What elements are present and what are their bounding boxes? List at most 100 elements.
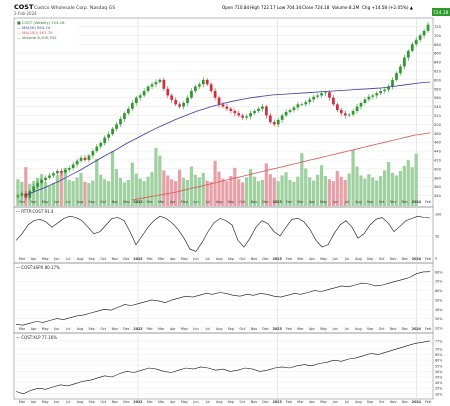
x-axis-tick-label: May xyxy=(320,257,327,261)
x-axis-tick-label: Aug xyxy=(355,327,361,331)
x-axis-tick-label: Dec xyxy=(123,400,130,404)
candle-body xyxy=(264,106,268,116)
volume-bar xyxy=(229,176,233,206)
candle-body xyxy=(371,95,375,97)
x-axis-tick-label: Sep xyxy=(88,327,94,331)
rttp-line xyxy=(15,215,431,252)
x-axis-tick-label: Dec xyxy=(262,257,269,261)
spx-y-tick-label: 60% xyxy=(435,289,442,293)
volume-bar xyxy=(367,174,371,206)
x-axis-tick-label: Mar xyxy=(297,200,304,204)
candle-body xyxy=(201,79,205,85)
x-axis-tick-label: Aug xyxy=(216,200,222,204)
volume-bar xyxy=(414,153,418,206)
candle-body xyxy=(59,171,63,173)
x-axis-ticks: Mar Apr May Jun Jul Aug Sep Oct Nov Dec 2022 Feb Mar… xyxy=(19,200,431,404)
x-axis-tick-label: Oct xyxy=(100,400,106,404)
candlesticks xyxy=(16,22,430,201)
volume-bar xyxy=(359,175,363,206)
x-axis-tick-label: Mar xyxy=(158,400,165,404)
x-axis-tick-label: Nov xyxy=(390,257,396,261)
spx-y-tick-label: 70% xyxy=(435,280,442,284)
candle-body xyxy=(296,104,300,108)
xlp-y-tick-label: 60% xyxy=(435,359,442,363)
x-axis-tick-label: 2023 xyxy=(273,200,283,204)
x-axis-tick-label: Jul xyxy=(344,257,349,261)
volume-bar xyxy=(382,170,387,206)
volume-bar xyxy=(99,174,103,206)
volume-bar xyxy=(276,181,280,206)
candle-body xyxy=(166,88,170,96)
x-axis-tick-label: Apr xyxy=(31,200,37,204)
x-axis-tick-label: Oct xyxy=(240,200,246,204)
x-axis-tick-label: Aug xyxy=(216,257,222,261)
x-axis-tick-label: Apr xyxy=(309,200,315,204)
candle-body xyxy=(63,169,67,173)
x-axis-tick-label: Dec xyxy=(262,400,269,404)
volume-bar xyxy=(339,176,343,206)
volume-bar xyxy=(47,185,52,206)
volume-bar xyxy=(138,178,142,206)
candle-body xyxy=(328,92,331,98)
candle-body xyxy=(20,193,24,196)
xlp-y-tick-label: 45% xyxy=(435,375,442,379)
candle-body xyxy=(276,119,280,125)
x-axis-tick-label: May xyxy=(320,327,327,331)
volume-bar xyxy=(189,166,194,206)
volume-bar xyxy=(280,175,284,206)
candle-body xyxy=(115,124,118,129)
candle-body xyxy=(332,97,335,105)
x-axis-tick-label: Jul xyxy=(65,327,70,331)
candle-body xyxy=(367,96,371,100)
x-axis-tick-label: Apr xyxy=(170,200,176,204)
stat-high: High 722.17 xyxy=(250,5,276,10)
volume-bar xyxy=(110,151,115,206)
volume-bar xyxy=(347,173,351,206)
volume-bar xyxy=(402,165,406,206)
candle-body xyxy=(245,116,249,118)
candle-body xyxy=(138,95,142,98)
x-axis-tick-label: Mar xyxy=(19,200,26,204)
price-y-tick-label: 700 xyxy=(434,34,442,38)
volume-bar xyxy=(410,167,414,206)
price-y-tick-label: 380 xyxy=(434,176,442,180)
x-axis-tick-label: 2022 xyxy=(133,257,142,261)
x-axis-tick-label: Nov xyxy=(251,327,257,331)
x-axis-tick-label: Apr xyxy=(309,400,315,404)
candle-body xyxy=(32,186,36,192)
candle-body xyxy=(351,111,355,115)
price-y-tick-label: 620 xyxy=(434,69,442,73)
volume-bar xyxy=(300,153,304,206)
x-axis-tick-label: Mar xyxy=(19,400,26,404)
x-axis-tick-label: Jul xyxy=(205,200,210,204)
x-axis-tick-label: 2022 xyxy=(133,200,142,204)
candle-body xyxy=(257,108,260,111)
candle-body xyxy=(52,173,55,176)
x-axis-tick-label: Apr xyxy=(31,257,37,261)
price-y-tick-label: 420 xyxy=(434,158,442,162)
candle-body xyxy=(418,35,422,40)
candle-body xyxy=(261,106,264,109)
volume-bar xyxy=(308,177,312,206)
volume-bar xyxy=(312,180,316,206)
x-axis-tick-label: Jun xyxy=(192,327,198,331)
x-axis-tick-label: Jun xyxy=(53,257,59,261)
volume-bar xyxy=(174,181,178,206)
volume-bar xyxy=(16,179,20,206)
candle-body xyxy=(174,99,178,105)
candle-body xyxy=(249,113,252,117)
volume-bar xyxy=(268,174,272,206)
x-axis-tick-label: Dec xyxy=(123,327,130,331)
volume-bar xyxy=(335,170,339,206)
x-axis-tick-label: Sep xyxy=(88,400,94,404)
candle-body xyxy=(134,97,138,103)
candle-body xyxy=(402,57,406,67)
volume-bar xyxy=(217,171,221,206)
volume-bar xyxy=(79,172,83,206)
x-axis-tick-label: Feb xyxy=(286,257,292,261)
x-axis-tick-label: Jul xyxy=(205,257,210,261)
x-axis-tick-label: Oct xyxy=(100,200,106,204)
xlp-y-tick-label: 50% xyxy=(435,370,442,374)
